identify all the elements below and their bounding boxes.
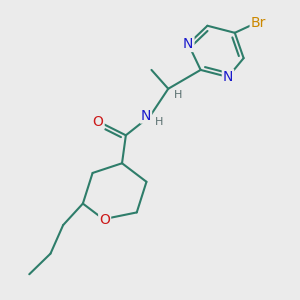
Text: N: N <box>141 109 151 122</box>
Text: N: N <box>223 70 233 84</box>
Text: H: H <box>155 117 164 127</box>
Text: Br: Br <box>251 16 266 30</box>
Text: O: O <box>99 213 110 227</box>
Text: N: N <box>183 37 194 51</box>
Text: O: O <box>93 115 104 129</box>
Text: H: H <box>173 90 182 100</box>
